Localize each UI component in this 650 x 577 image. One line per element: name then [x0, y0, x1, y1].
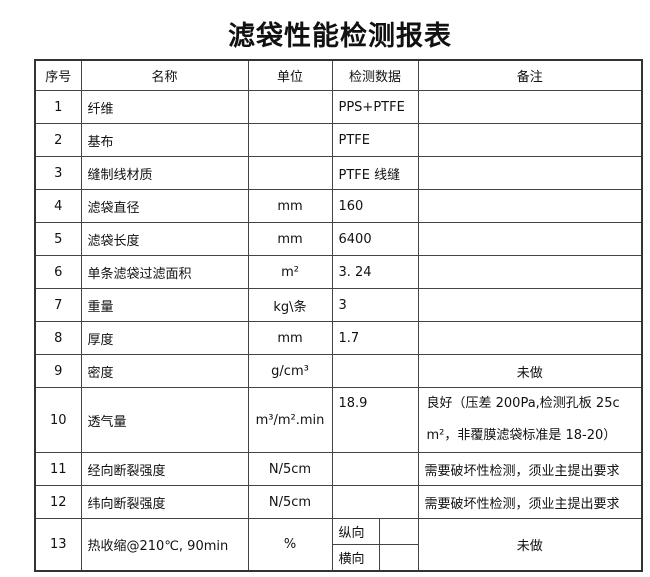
row-unit: g/cm³: [247, 354, 333, 388]
page-title: 滤袋性能检测报表: [228, 21, 452, 52]
row-no: 12: [34, 485, 82, 519]
row-unit: kg\条: [247, 288, 333, 322]
row-sub-value: [378, 518, 419, 545]
row-data: [331, 354, 419, 388]
row-name: 厚度: [80, 321, 249, 355]
row-name: 缝制线材质: [80, 156, 249, 190]
row-note: 需要破坏性检测，须业主提出要求: [417, 452, 643, 486]
row-data: 1.7: [331, 321, 419, 355]
row-note: 需要破坏性检测，须业主提出要求: [417, 485, 643, 519]
row-unit: m³/m².min: [247, 387, 333, 453]
row-unit: mm: [247, 222, 333, 256]
row-no: 5: [34, 222, 82, 256]
table-row: 8 厚度 mm 1.7: [34, 321, 643, 355]
row-no: 11: [34, 452, 82, 486]
row-data: 3: [331, 288, 419, 322]
row-no: 4: [34, 189, 82, 223]
table-row: 12 纬向断裂强度 N/5cm 需要破坏性检测，须业主提出要求: [34, 485, 643, 519]
row-unit: mm: [247, 189, 333, 223]
header-name: 名称: [80, 59, 249, 91]
row-unit: N/5cm: [247, 485, 333, 519]
row-data: [331, 452, 419, 486]
row-data: 6400: [331, 222, 419, 256]
row-no: 3: [34, 156, 82, 190]
row-unit: %: [247, 518, 333, 572]
table-header-row: 序号 名称 单位 检测数据 备注: [34, 59, 643, 91]
row-data: 160: [331, 189, 419, 223]
header-note: 备注: [417, 59, 643, 91]
table-row: 5 滤袋长度 mm 6400: [34, 222, 643, 256]
table-row: 1 纤维 PPS+PTFE: [34, 90, 643, 124]
row-sub-label: 横向: [331, 544, 380, 572]
row-note: [417, 90, 643, 124]
table-row: 横向: [35, 544, 642, 572]
header-unit: 单位: [247, 59, 333, 91]
row-sub-value: [378, 544, 419, 572]
row-name: 热收缩@210℃, 90min: [80, 518, 249, 572]
row-note: [417, 222, 643, 256]
filter-bag-report-table: 序号 名称 单位 检测数据 备注 1 纤维 PPS+PTFE 2 基布 PTFE…: [34, 59, 643, 572]
table-row: 9 密度 g/cm³ 未做: [34, 354, 643, 388]
table-row: 3 缝制线材质 PTFE 线缝: [34, 156, 643, 190]
table-row: 11 经向断裂强度 N/5cm 需要破坏性检测，须业主提出要求: [34, 452, 643, 486]
row-unit: [247, 156, 333, 190]
row-no: 2: [34, 123, 82, 157]
row-note: [417, 189, 643, 223]
row-name: 密度: [80, 354, 249, 388]
table-row: 6 单条滤袋过滤面积 m² 3. 24: [34, 255, 643, 289]
row-no: 7: [34, 288, 82, 322]
row-note: [417, 321, 643, 355]
row-note: 未做: [417, 518, 643, 572]
header-no: 序号: [34, 59, 82, 91]
row-name: 单条滤袋过滤面积: [80, 255, 249, 289]
row-unit: m²: [247, 255, 333, 289]
row-data: 3. 24: [331, 255, 419, 289]
row-data: PPS+PTFE: [331, 90, 419, 124]
row-name: 纬向断裂强度: [80, 485, 249, 519]
table-row: 4 滤袋直径 mm 160: [34, 189, 643, 223]
row-note: [417, 255, 643, 289]
row-name: 透气量: [80, 387, 249, 453]
row-data: [331, 485, 419, 519]
row-no: 8: [34, 321, 82, 355]
row-no: 13: [34, 518, 82, 572]
row-unit: mm: [247, 321, 333, 355]
table-row: 10 透气量 m³/m².min 18.9 良好（压差 200Pa,检测孔板 2…: [34, 387, 643, 453]
row-unit: [247, 90, 333, 124]
row-name: 基布: [80, 123, 249, 157]
row-data: PTFE 线缝: [331, 156, 419, 190]
row-name: 纤维: [80, 90, 249, 124]
row-no: 9: [34, 354, 82, 388]
table-row: 13 热收缩@210℃, 90min % 纵向 未做: [34, 518, 643, 572]
row-name: 重量: [80, 288, 249, 322]
row-no: 6: [34, 255, 82, 289]
row-note: [417, 123, 643, 157]
row-data: 18.9: [331, 387, 419, 453]
row-name: 滤袋长度: [80, 222, 249, 256]
row-note: [417, 156, 643, 190]
row-unit: N/5cm: [247, 452, 333, 486]
row-unit: [247, 123, 333, 157]
table-row: 7 重量 kg\条 3: [34, 288, 643, 322]
row-name: 滤袋直径: [80, 189, 249, 223]
row-name: 经向断裂强度: [80, 452, 249, 486]
row-no: 10: [34, 387, 82, 453]
row-note: 未做: [417, 354, 643, 388]
row-no: 1: [34, 90, 82, 124]
header-data: 检测数据: [331, 59, 419, 91]
row-sub-label: 纵向: [331, 518, 380, 545]
row-note: [417, 288, 643, 322]
table-row: 2 基布 PTFE: [34, 123, 643, 157]
row-data: PTFE: [331, 123, 419, 157]
row-note: 良好（压差 200Pa,检测孔板 25c m²，非覆膜滤袋标准是 18-20）: [417, 387, 643, 453]
